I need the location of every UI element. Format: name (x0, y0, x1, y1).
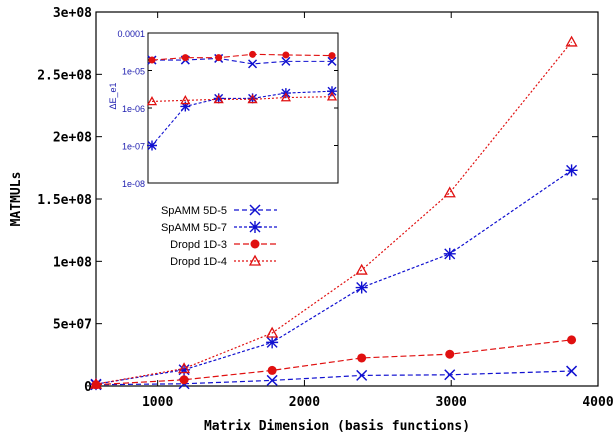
data-point-triangle (565, 35, 578, 47)
y-tick-label: 5e+07 (53, 318, 92, 333)
legend-entry (234, 221, 277, 233)
data-point-circle (445, 349, 455, 359)
data-point-triangle (326, 91, 338, 101)
legend-entry (234, 239, 277, 249)
data-point-star (180, 101, 191, 112)
data-point-x (566, 365, 578, 377)
data-point-circle (181, 54, 189, 62)
data-point-triangle (280, 92, 291, 102)
data-point-circle (179, 375, 189, 385)
inset-y-tick-label: 1e-07 (122, 142, 145, 152)
data-point-triangle (146, 96, 158, 106)
data-point-star (247, 93, 258, 104)
data-point-circle (148, 56, 156, 64)
data-point-triangle (213, 94, 224, 104)
data-point-circle (215, 54, 223, 62)
data-point-triangle (355, 263, 368, 275)
series-line (95, 169, 572, 385)
data-point-circle (250, 239, 260, 249)
data-point-circle (567, 335, 577, 345)
data-point-star (213, 93, 224, 104)
legend-label: Dropd 1D-4 (170, 256, 227, 268)
inset-y-tick-label: 1e-08 (122, 179, 145, 189)
data-point-triangle (443, 186, 456, 198)
data-point-x (327, 56, 337, 66)
inset-y-axis-label: ΔE_e1 (108, 82, 118, 109)
legend-entry (234, 254, 277, 266)
data-point-circle (357, 353, 367, 363)
x-tick-label: 3000 (436, 395, 467, 410)
data-point-x (444, 369, 456, 381)
series-line (95, 370, 572, 386)
legend-label: SpAMM 5D-7 (161, 222, 227, 234)
inset-series-spamm-5d-7 (147, 86, 337, 151)
data-point-triangle (248, 254, 262, 266)
y-axis-label: MATMULs (9, 172, 24, 227)
data-point-star (249, 221, 261, 233)
data-point-x (266, 374, 278, 386)
data-point-x (248, 59, 258, 69)
series-dropd-1d-3 (91, 335, 577, 390)
series-dropd-1d-4 (89, 35, 578, 389)
data-point-circle (282, 51, 290, 59)
series-line (95, 339, 572, 386)
data-point-x (249, 204, 261, 216)
y-tick-label: 1e+08 (53, 255, 92, 270)
y-tick-label: 2e+08 (53, 131, 92, 146)
y-tick-label: 1.5e+08 (37, 193, 92, 208)
data-point-triangle (266, 326, 279, 338)
data-point-x (281, 56, 291, 66)
y-tick-label: 3e+08 (53, 6, 92, 21)
data-point-star (147, 140, 157, 151)
data-point-circle (328, 52, 336, 60)
x-tick-label: 1000 (142, 395, 173, 410)
inset-series-dropd-1d-4 (146, 91, 338, 106)
data-point-star (327, 86, 337, 97)
data-point-x (356, 369, 368, 381)
y-tick-label: 2.5e+08 (37, 68, 92, 83)
data-point-triangle (89, 377, 103, 389)
legend-label: SpAMM 5D-5 (161, 205, 227, 217)
legend-label: Dropd 1D-3 (170, 239, 227, 251)
legend-entry (234, 204, 277, 216)
y-tick-label: 0 (84, 380, 92, 395)
data-point-triangle (177, 362, 191, 374)
inset-y-tick-label: 0.0001 (117, 29, 145, 39)
data-point-circle (249, 50, 257, 58)
x-axis-label: Matrix Dimension (basis functions) (204, 419, 470, 434)
data-point-star (565, 164, 578, 177)
inset-series-line (151, 96, 333, 102)
data-point-star (355, 281, 368, 294)
series-spamm-5d-7 (90, 164, 578, 391)
inset-series-line (151, 90, 333, 146)
x-tick-label: 4000 (582, 395, 613, 410)
inset-y-tick-label: 1e-05 (122, 67, 145, 77)
data-point-triangle (247, 94, 258, 104)
data-point-star (178, 363, 191, 376)
data-point-star (443, 247, 456, 260)
x-tick-label: 2000 (289, 395, 320, 410)
data-point-triangle (180, 95, 191, 105)
inset-series-dropd-1d-3 (148, 50, 336, 64)
inset-series-line (151, 53, 333, 61)
data-point-star (266, 336, 279, 349)
data-point-circle (267, 365, 277, 375)
inset-series-line (152, 57, 332, 65)
inset-y-tick-label: 1e-06 (122, 104, 145, 114)
